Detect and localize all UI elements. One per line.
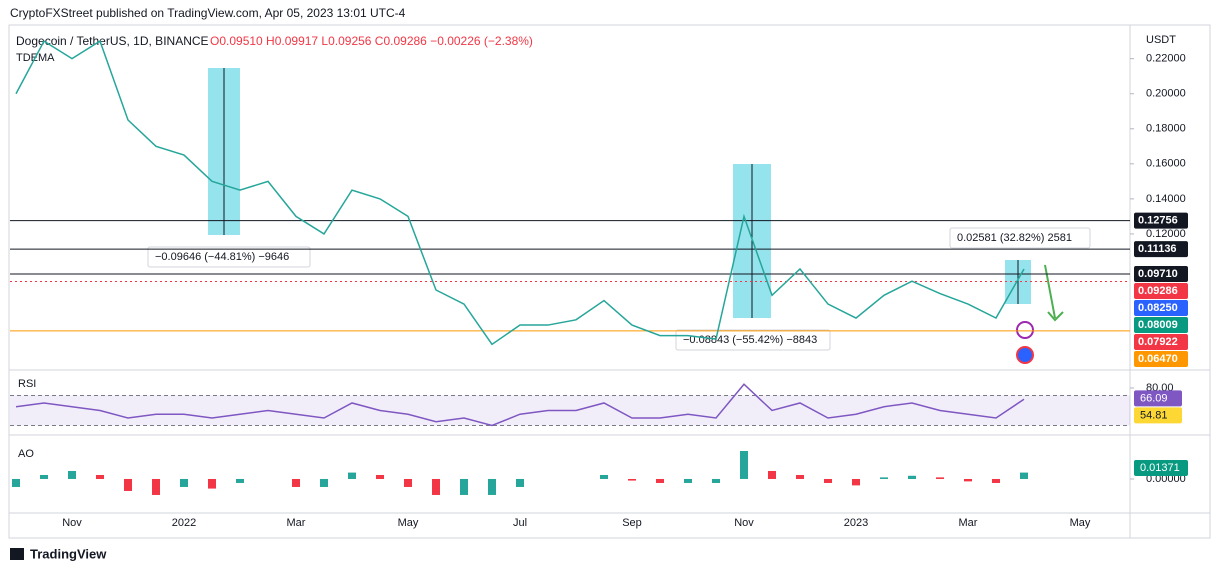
annotation: −0.09646 (−44.81%) −9646 (155, 251, 289, 263)
ao-badge (1134, 460, 1188, 477)
x-tick-label: 2023 (844, 517, 868, 529)
frame (8, 24, 1211, 539)
rsi-badge-label: 66.09 (1140, 392, 1168, 404)
ao-bar (348, 472, 356, 479)
price-badge (1134, 241, 1188, 258)
ao-badge-label: 0.01371 (1140, 462, 1180, 474)
x-tick-label: Mar (287, 517, 306, 529)
ao-bar (852, 478, 860, 486)
ao-bar (152, 478, 160, 495)
annotation-box (675, 329, 831, 351)
ao-bar (992, 478, 1000, 483)
price-badge-label: 0.07922 (1138, 336, 1178, 348)
price-badge (1134, 351, 1188, 368)
price-badge (1134, 317, 1188, 334)
ao-bar (460, 478, 468, 495)
price-badge (1134, 283, 1188, 300)
rsi-badge (1134, 390, 1182, 407)
ao-bar (712, 478, 720, 483)
ao-bar (320, 478, 328, 487)
ao-bar (432, 478, 440, 495)
price-line (15, 40, 1025, 346)
y-tick-label: 0.20000 (1146, 88, 1186, 100)
price-badge-label: 0.09286 (1138, 285, 1178, 297)
ao-bar (684, 478, 692, 483)
y-tick-label: 0.16000 (1146, 158, 1186, 170)
event-icon (1016, 346, 1034, 364)
annotation: 0.02581 (32.82%) 2581 (957, 232, 1072, 244)
ao-bar (516, 478, 524, 487)
ao-bar (96, 474, 104, 479)
price-badge (1134, 300, 1188, 317)
ao-bar (12, 478, 20, 487)
price-badge (1134, 212, 1188, 229)
price-badge-label: 0.11136 (1138, 243, 1177, 255)
ao-bar (796, 474, 804, 479)
ao-bar (768, 470, 776, 479)
ao-bar (1020, 472, 1028, 479)
annotation-box (949, 227, 1091, 249)
axis-unit: USDT (1146, 34, 1176, 46)
ao-bar (40, 474, 48, 479)
ao-bar (740, 450, 748, 479)
brand: TradingView (30, 546, 107, 561)
price-line (15, 383, 1025, 427)
ao-bar (908, 475, 916, 479)
ao-bar (68, 470, 76, 479)
ao-bar (404, 478, 412, 487)
price-badge (1134, 334, 1188, 351)
ao-bar (208, 478, 216, 489)
annotation-box (147, 246, 311, 268)
x-tick-label: Mar (959, 517, 978, 529)
ao-bar (124, 478, 132, 491)
rsi-title: RSI (18, 378, 36, 390)
ao-bar (292, 478, 300, 487)
chart-title: Dogecoin / TetherUS, 1D, BINANCE (16, 34, 209, 48)
x-tick-label: 2022 (172, 517, 196, 529)
ao-bar (488, 478, 496, 495)
x-tick-label: May (1070, 517, 1091, 529)
x-tick-label: Nov (62, 517, 82, 529)
publisher: CryptoFXStreet published on TradingView.… (10, 6, 406, 20)
y-tick-label: 0.12000 (1146, 228, 1186, 240)
ao-bar (964, 478, 972, 482)
ao-bar (376, 474, 384, 479)
ao-bar (600, 474, 608, 479)
rsi-badge (1134, 407, 1182, 424)
annotation: −0.08843 (−55.42%) −8843 (683, 334, 817, 346)
price-badge-label: 0.06470 (1138, 353, 1178, 365)
ao-bar (936, 477, 944, 479)
ao-title: AO (18, 448, 34, 460)
price-badge-label: 0.12756 (1138, 215, 1178, 227)
rsi-badge-label: 54.81 (1140, 409, 1168, 421)
ao-bar (880, 477, 888, 479)
x-tick-label: Sep (622, 517, 642, 529)
logo (10, 548, 24, 560)
ao-bar (180, 478, 188, 487)
y-tick-label: 0.22000 (1146, 53, 1186, 65)
ao-bar (628, 478, 636, 481)
price-badge-label: 0.08009 (1138, 319, 1178, 331)
quote: O0.09510 H0.09917 L0.09256 C0.09286 −0.0… (210, 34, 533, 48)
price-badge-label: 0.09710 (1138, 268, 1178, 280)
y-tick-label: 0.14000 (1146, 193, 1186, 205)
ao-bar (236, 478, 244, 483)
event-icon (1016, 321, 1034, 339)
y-tick-label: 0.18000 (1146, 123, 1186, 135)
x-tick-label: Jul (513, 517, 527, 529)
x-tick-label: May (398, 517, 419, 529)
price-badge (1134, 266, 1188, 283)
ao-bar (824, 478, 832, 483)
ao-bar (656, 478, 664, 483)
x-tick-label: Nov (734, 517, 754, 529)
price-badge-label: 0.08250 (1138, 302, 1178, 314)
